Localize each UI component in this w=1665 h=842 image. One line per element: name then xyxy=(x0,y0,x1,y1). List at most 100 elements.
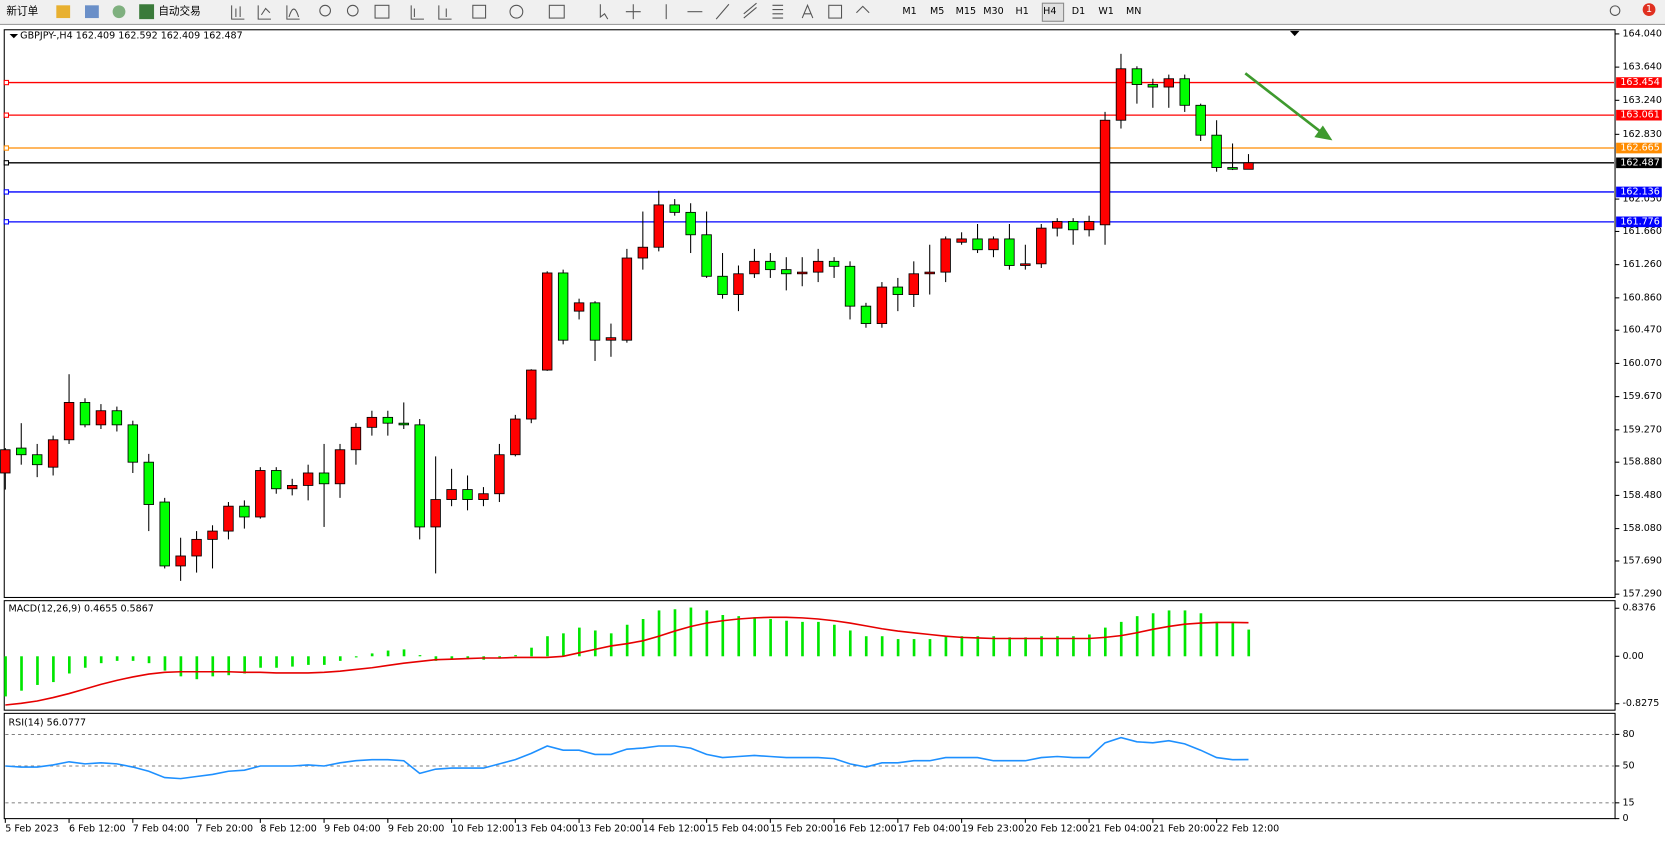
macd-bar xyxy=(195,656,199,680)
macd-bar xyxy=(546,636,549,657)
timeframe-button[interactable]: M1 xyxy=(902,6,916,17)
candle-body xyxy=(334,449,346,485)
macd-bar xyxy=(1247,629,1251,657)
macd-bar xyxy=(1088,634,1091,657)
auto-trading-icon[interactable] xyxy=(139,4,155,20)
macd-bar xyxy=(562,633,565,657)
icon[interactable] xyxy=(410,5,424,20)
candle-body xyxy=(589,302,601,341)
x-tick-label: 22 Feb 12:00 xyxy=(1217,824,1280,835)
y-tick-label: 163.640 xyxy=(1622,62,1661,73)
macd-bar xyxy=(1024,637,1027,657)
timeframe-button[interactable]: D1 xyxy=(1072,6,1085,17)
icon[interactable] xyxy=(56,5,71,19)
candle-body xyxy=(701,234,712,277)
icon[interactable] xyxy=(231,5,245,20)
icon[interactable] xyxy=(548,4,565,19)
rsi-line xyxy=(5,736,1249,780)
search-icon[interactable] xyxy=(1609,5,1621,16)
active-timeframe-bg xyxy=(1041,2,1065,22)
x-tick-label: 20 Feb 12:00 xyxy=(1025,824,1088,835)
level-label: 163.061 xyxy=(1620,110,1659,121)
macd-bar xyxy=(673,609,677,657)
macd-bar xyxy=(912,639,916,657)
icon[interactable] xyxy=(743,2,757,19)
icon[interactable] xyxy=(374,4,390,19)
candle-body xyxy=(733,273,744,295)
level-label-bg xyxy=(1616,186,1662,198)
level-label: 162.665 xyxy=(1620,143,1659,154)
auto-trading-button[interactable]: 自动交易 xyxy=(158,5,200,18)
candle-body xyxy=(812,260,824,273)
candle-body xyxy=(79,402,91,426)
timeframe-button[interactable]: W1 xyxy=(1098,6,1114,17)
candle-body xyxy=(1036,227,1047,265)
macd-bar xyxy=(1103,627,1107,657)
macd-bar xyxy=(36,656,39,685)
icon[interactable] xyxy=(856,5,870,14)
y-tick-label: 164.040 xyxy=(1622,28,1661,39)
candle-body xyxy=(271,470,282,490)
toolbar: 新订单 自动交易 xyxy=(0,0,1665,25)
x-tick-label: 5 Feb 2023 xyxy=(5,824,58,835)
rsi-title: RSI(14) 56.0777 xyxy=(9,717,87,728)
icon[interactable] xyxy=(801,3,814,19)
macd-bar xyxy=(434,656,438,661)
macd-title: MACD(12,26,9) 0.4655 0.5867 xyxy=(9,604,154,615)
macd-bar xyxy=(1072,636,1075,657)
icon[interactable] xyxy=(85,5,99,19)
macd-bar xyxy=(1056,636,1059,657)
candle-body xyxy=(940,238,951,273)
icon[interactable] xyxy=(319,4,331,17)
y-tick-label: 157.690 xyxy=(1622,555,1661,566)
new-order-button[interactable]: 新订单 xyxy=(6,5,38,18)
macd-bar xyxy=(833,624,836,657)
candle-body xyxy=(31,454,43,466)
timeframe-button[interactable]: M15 xyxy=(956,6,976,17)
icon[interactable] xyxy=(828,4,843,19)
icon[interactable] xyxy=(346,4,359,17)
icon[interactable] xyxy=(599,4,609,20)
macd-bar xyxy=(1040,636,1043,657)
plot: 164.040 163.640 163.240 162.830 162.050 161.6… xyxy=(0,28,1662,835)
icon[interactable] xyxy=(286,5,300,20)
candle-body xyxy=(462,489,473,500)
y-tick-label: 160.470 xyxy=(1622,325,1661,336)
candle-body xyxy=(1083,221,1095,231)
timeframe-button[interactable]: H4 xyxy=(1043,6,1056,17)
macd-bar xyxy=(801,621,804,657)
icon[interactable] xyxy=(112,5,126,19)
candle-body xyxy=(605,337,617,341)
icon[interactable] xyxy=(257,5,271,20)
macd-bar xyxy=(896,639,900,657)
icon[interactable] xyxy=(715,3,730,20)
candle-body xyxy=(1147,84,1159,88)
macd-bar xyxy=(450,656,454,660)
macd-bar xyxy=(625,624,629,657)
icon[interactable] xyxy=(625,4,641,20)
x-tick-label: 17 Feb 04:00 xyxy=(898,824,961,835)
icon[interactable] xyxy=(772,4,784,19)
timeframe-button[interactable]: H1 xyxy=(1016,6,1029,17)
candle-body xyxy=(988,238,999,251)
candle-body xyxy=(446,489,457,500)
level-handle xyxy=(3,112,10,118)
candle-body xyxy=(892,286,904,295)
timeframe-button[interactable]: M5 xyxy=(930,6,944,17)
candle-body xyxy=(1115,68,1127,121)
macd-bar xyxy=(848,630,852,657)
macd-panel xyxy=(3,600,1616,711)
notification-badge[interactable] xyxy=(1642,3,1656,16)
macd-bar xyxy=(641,619,645,657)
timeframe-button[interactable]: M30 xyxy=(983,6,1003,17)
candle-body xyxy=(16,447,27,456)
y-tick-label: 160.860 xyxy=(1622,292,1661,303)
y-tick-label: 163.240 xyxy=(1622,95,1661,106)
candle-body xyxy=(239,505,250,518)
icon[interactable] xyxy=(509,4,524,19)
timeframe-button[interactable]: MN xyxy=(1126,6,1141,17)
candle-body xyxy=(1052,221,1063,229)
icon[interactable] xyxy=(438,5,452,20)
icon[interactable] xyxy=(472,4,487,19)
x-tick-label: 19 Feb 23:00 xyxy=(962,824,1025,835)
